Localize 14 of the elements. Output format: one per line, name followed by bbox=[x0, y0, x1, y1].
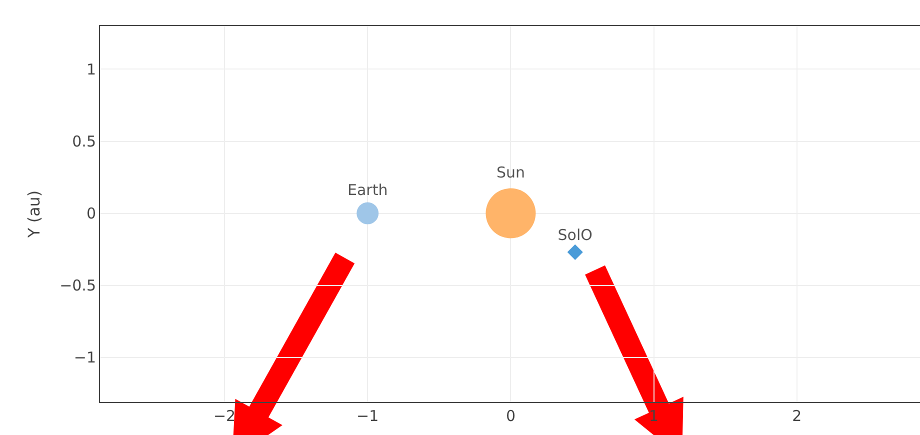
y-tick-label: 1 bbox=[86, 60, 96, 78]
x-tick-label: −1 bbox=[356, 407, 379, 425]
x-tick-label: −2 bbox=[213, 407, 236, 425]
x-tick-label: 2 bbox=[792, 407, 802, 425]
series-label: Sun bbox=[496, 163, 525, 182]
x-tick-label: 0 bbox=[506, 407, 516, 425]
y-axis-title: Y (au) bbox=[24, 190, 44, 239]
series-label: Earth bbox=[347, 180, 388, 199]
series-label: SolO bbox=[558, 226, 592, 244]
x-tick-label: 1 bbox=[649, 407, 659, 425]
y-tick-label: 0 bbox=[86, 204, 96, 223]
y-tick-label: −0.5 bbox=[60, 276, 96, 295]
y-tick-label: 0.5 bbox=[72, 132, 96, 150]
y-tick-label: −1 bbox=[74, 348, 96, 367]
